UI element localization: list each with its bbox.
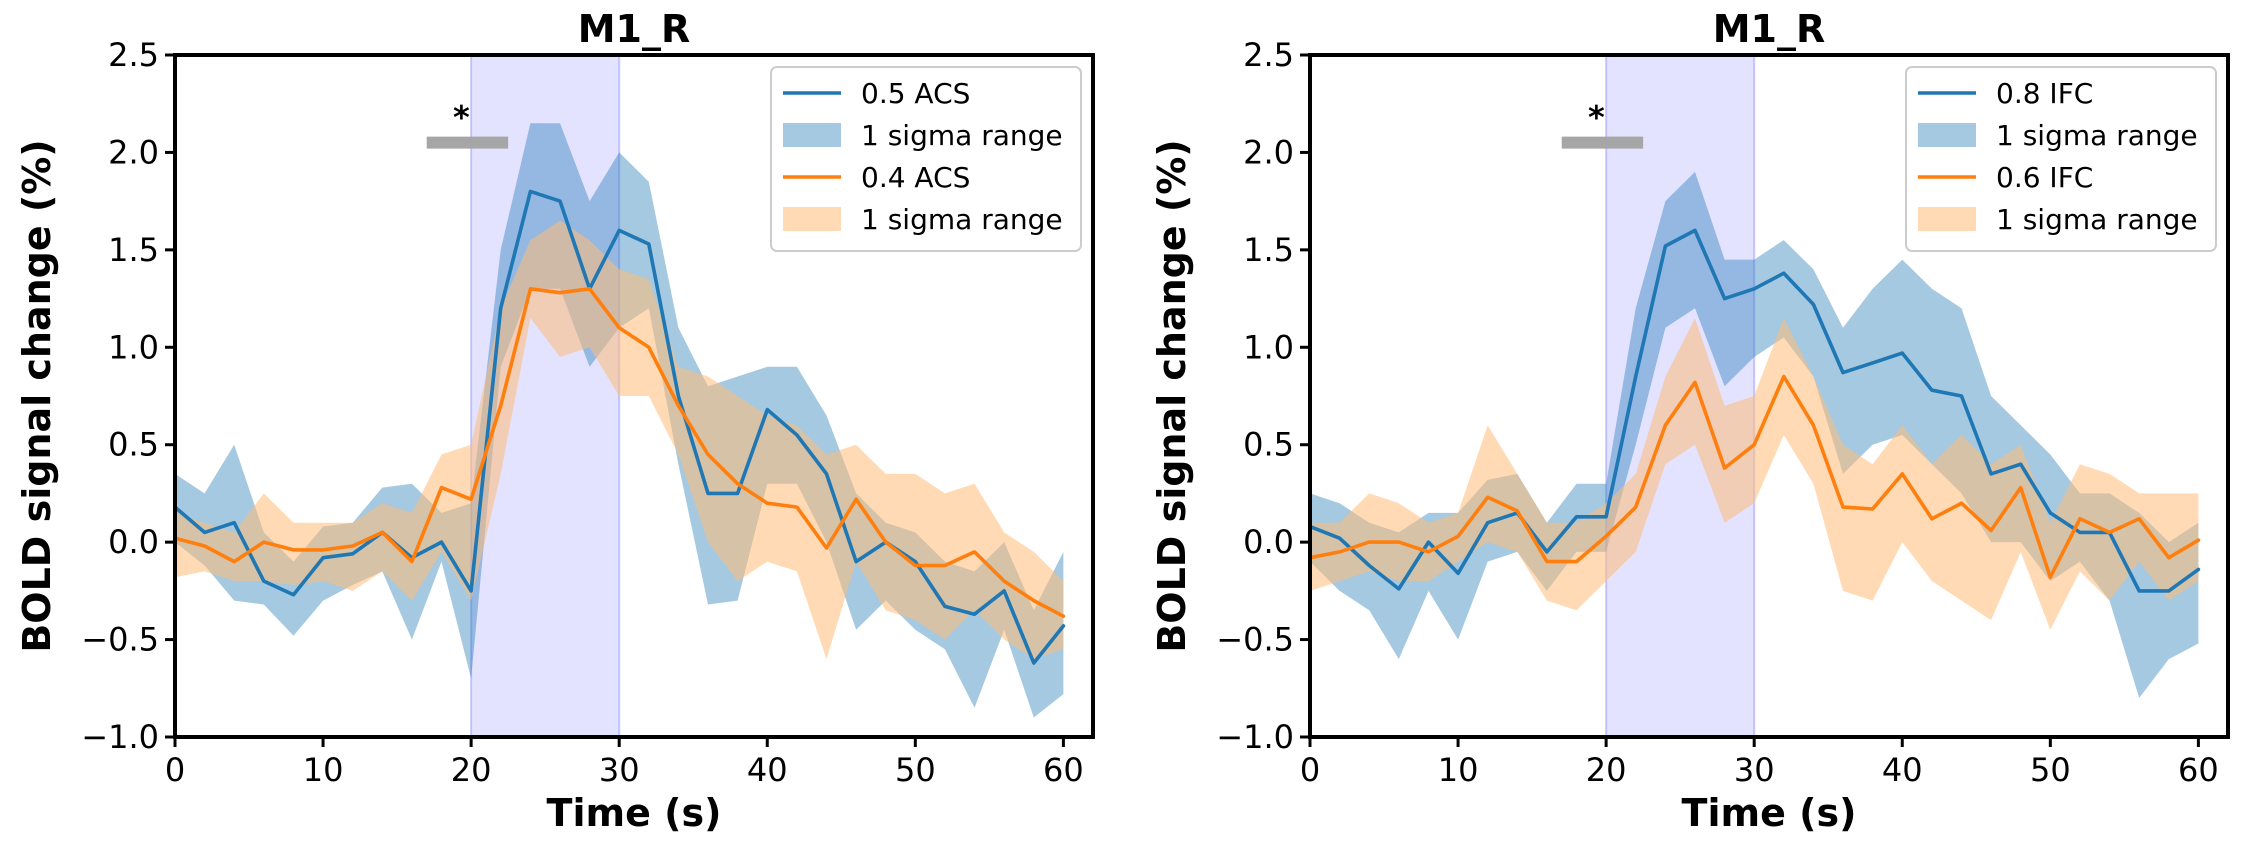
series-line-1 — [173, 189, 1066, 665]
legend-band-2-label: 1 sigma range — [861, 203, 1063, 236]
series-line-2 — [1308, 374, 2201, 580]
y-tick-label: 2.5 — [1243, 36, 1294, 74]
legend-box — [1905, 66, 2217, 252]
legend-line-1-label: 0.8 IFC — [1996, 77, 2093, 110]
series-line-1 — [1308, 228, 2201, 593]
y-tick-label: 0.5 — [108, 426, 159, 464]
y-tick-label: −0.5 — [81, 621, 159, 659]
x-axis-label: Time (s) — [1682, 791, 1857, 835]
legend-band-1-swatch — [1918, 123, 1976, 147]
y-tick-label: −1.0 — [1216, 718, 1294, 756]
significance-star: * — [453, 99, 470, 137]
legend-box — [770, 66, 1082, 252]
x-tick-label: 40 — [1882, 751, 1923, 789]
chart-title: M1_R — [1713, 7, 1826, 51]
legend-band-1-swatch — [783, 123, 841, 147]
y-tick-label: 1.0 — [1243, 328, 1294, 366]
legend-line-2-label: 0.4 ACS — [861, 161, 970, 194]
y-axis-label: BOLD signal change (%) — [1150, 139, 1194, 652]
y-tick-label: 0.0 — [1243, 523, 1294, 561]
y-tick-label: 0.0 — [108, 523, 159, 561]
x-tick-label: 20 — [1586, 751, 1627, 789]
significance-star: * — [1588, 99, 1605, 137]
chart-panel-1: * 0 10 20 30 40 50 60 −1.0 −0.5 0.0 0.5 1.0 1.5 2.0 2.5… — [15, 7, 1095, 835]
y-axis-label: BOLD signal change (%) — [15, 139, 59, 652]
x-tick-label: 10 — [1438, 751, 1479, 789]
legend: 0.5 ACS 1 sigma range 0.4 ACS 1 sigma range — [770, 66, 1082, 252]
x-tick-label: 0 — [1300, 751, 1320, 789]
legend-band-1-label: 1 sigma range — [861, 119, 1063, 152]
x-tick-label: 50 — [895, 751, 936, 789]
x-tick-label: 30 — [1734, 751, 1775, 789]
y-tick-label: 1.5 — [108, 231, 159, 269]
axes-frame — [1308, 53, 2230, 739]
x-tick-label: 60 — [1043, 751, 1084, 789]
y-tick-label: −0.5 — [1216, 621, 1294, 659]
x-tick-label: 10 — [303, 751, 344, 789]
series-line-2 — [173, 286, 1066, 619]
y-tick-label: 0.5 — [1243, 426, 1294, 464]
legend-band-2-swatch — [1918, 207, 1976, 231]
x-tick-label: 50 — [2030, 751, 2071, 789]
legend-line-2-label: 0.6 IFC — [1996, 161, 2093, 194]
x-tick-label: 40 — [747, 751, 788, 789]
x-tick-label: 0 — [165, 751, 185, 789]
x-tick-label: 60 — [2178, 751, 2219, 789]
legend-line-1-label: 0.5 ACS — [861, 77, 970, 110]
legend: 0.8 IFC 1 sigma range 0.6 IFC 1 sigma range — [1905, 66, 2217, 252]
legend-band-2-label: 1 sigma range — [1996, 203, 2198, 236]
x-axis-label: Time (s) — [547, 791, 722, 835]
y-tick-label: 2.0 — [108, 133, 159, 171]
x-tick-label: 20 — [451, 751, 492, 789]
y-tick-label: 1.5 — [1243, 231, 1294, 269]
y-tick-label: −1.0 — [81, 718, 159, 756]
chart-panel-2: * 0 10 20 30 40 50 60 −1.0 −0.5 0.0 0.5 1.0 1.5 2.0 2.5… — [1150, 7, 2230, 835]
y-tick-label: 1.0 — [108, 328, 159, 366]
y-tick-label: 2.0 — [1243, 133, 1294, 171]
sigma-band-2 — [1310, 318, 2199, 630]
axes-frame — [173, 53, 1095, 739]
legend-band-1-label: 1 sigma range — [1996, 119, 2198, 152]
x-tick-label: 30 — [599, 751, 640, 789]
y-tick-label: 2.5 — [108, 36, 159, 74]
chart-title: M1_R — [578, 7, 691, 51]
legend-band-2-swatch — [783, 207, 841, 231]
